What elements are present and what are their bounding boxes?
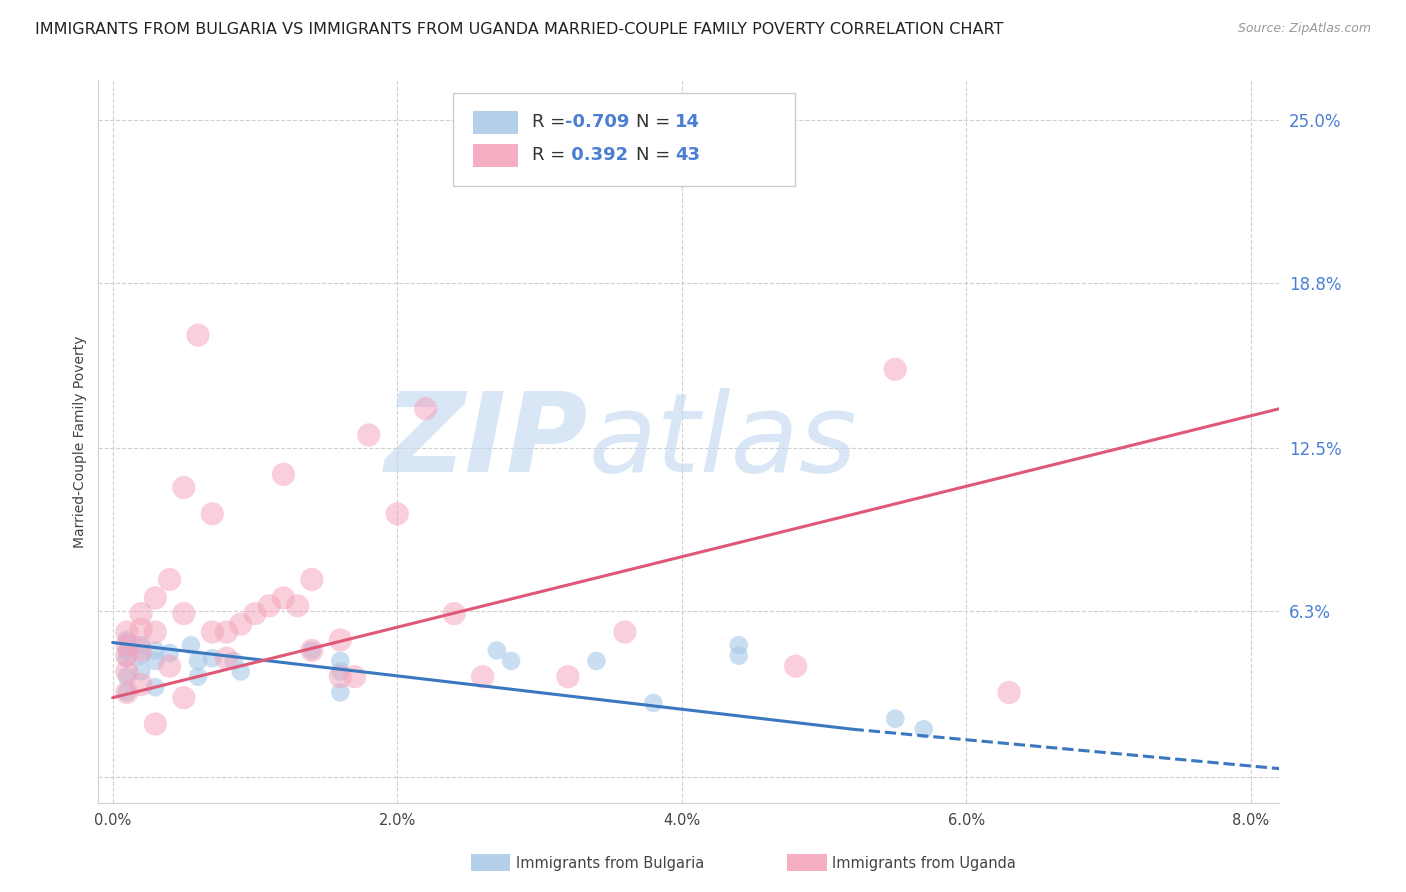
Point [329,670,352,684]
Text: N =: N = [636,146,676,164]
Point [485,643,508,657]
Point [301,643,323,657]
Point [201,507,224,521]
Point [143,717,166,731]
FancyBboxPatch shape [472,111,517,134]
Point [173,481,195,495]
Point [727,648,749,663]
Point [785,659,807,673]
Point [387,507,409,521]
Point [499,654,522,668]
Text: Source: ZipAtlas.com: Source: ZipAtlas.com [1237,22,1371,36]
Point [159,573,181,587]
Point [329,685,352,699]
Point [585,654,607,668]
Point [115,632,138,647]
FancyBboxPatch shape [471,854,510,871]
Point [143,643,166,657]
Text: R =: R = [531,146,571,164]
Point [215,651,238,665]
Point [129,665,152,679]
Y-axis label: Married-Couple Family Poverty: Married-Couple Family Poverty [73,335,87,548]
Point [159,646,181,660]
Point [222,654,245,668]
Point [557,670,579,684]
Point [187,654,209,668]
Point [243,607,266,621]
Text: Immigrants from Uganda: Immigrants from Uganda [832,856,1017,871]
Point [115,625,138,640]
Point [159,659,181,673]
Point [115,665,138,679]
Text: atlas: atlas [589,388,858,495]
Text: ZIP: ZIP [385,388,589,495]
Point [129,607,152,621]
Point [115,651,138,665]
Point [343,670,366,684]
Point [180,638,202,652]
Point [257,599,280,613]
Point [115,638,138,652]
Point [301,573,323,587]
Point [173,690,195,705]
Point [115,685,138,699]
Point [115,670,138,684]
Point [201,625,224,640]
Point [643,696,665,710]
Point [143,591,166,605]
Point [301,643,323,657]
Point [187,670,209,684]
FancyBboxPatch shape [453,93,796,186]
Point [273,591,295,605]
Point [115,685,138,699]
Point [471,670,494,684]
FancyBboxPatch shape [787,854,827,871]
Point [143,625,166,640]
Point [129,677,152,691]
Text: IMMIGRANTS FROM BULGARIA VS IMMIGRANTS FROM UGANDA MARRIED-COUPLE FAMILY POVERTY: IMMIGRANTS FROM BULGARIA VS IMMIGRANTS F… [35,22,1004,37]
Point [287,599,309,613]
Text: R =: R = [531,113,571,131]
Point [912,723,935,737]
Point [613,625,636,640]
Point [129,643,152,657]
Point [884,712,907,726]
Point [229,665,252,679]
Point [129,648,152,663]
Point [329,654,352,668]
Point [443,607,465,621]
Point [273,467,295,482]
Point [129,638,152,652]
Point [201,651,224,665]
Point [998,685,1021,699]
Text: 43: 43 [675,146,700,164]
FancyBboxPatch shape [472,144,517,167]
Point [143,654,166,668]
Point [329,665,352,679]
Text: 0.392: 0.392 [565,146,628,164]
Point [115,648,138,663]
Text: N =: N = [636,113,676,131]
Point [329,632,352,647]
Point [229,617,252,632]
Text: 14: 14 [675,113,700,131]
Point [415,401,437,416]
Text: Immigrants from Bulgaria: Immigrants from Bulgaria [516,856,704,871]
Point [143,680,166,694]
Point [215,625,238,640]
Point [129,623,152,637]
Point [727,638,749,652]
Point [115,643,138,657]
Point [884,362,907,376]
Point [173,607,195,621]
Point [187,328,209,343]
Point [357,428,380,442]
Text: -0.709: -0.709 [565,113,630,131]
